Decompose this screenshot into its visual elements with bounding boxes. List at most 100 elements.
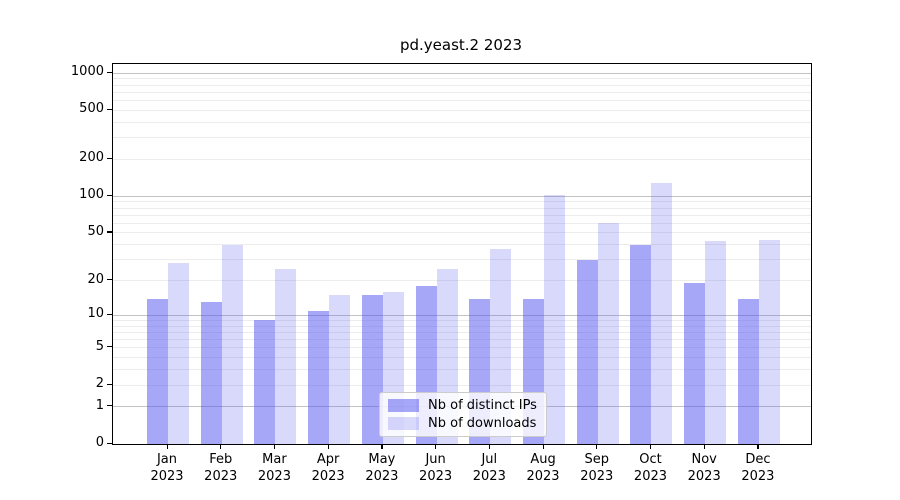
bar-downloads-feb bbox=[221, 244, 243, 444]
y-tick-label-200: 200 bbox=[79, 150, 104, 166]
y-tick-label-10: 10 bbox=[87, 306, 104, 322]
legend: Nb of distinct IPs Nb of downloads bbox=[379, 392, 547, 437]
x-tickmark-oct bbox=[649, 444, 652, 449]
x-tick-label-oct: Oct 2023 bbox=[633, 452, 668, 484]
x-tick-label-jul: Jul 2023 bbox=[472, 452, 506, 484]
y-tickmark-0 bbox=[107, 442, 112, 444]
gridline-minor-30 bbox=[113, 259, 811, 261]
x-tick-label-sep: Sep 2023 bbox=[580, 452, 614, 484]
y-tick-label-500: 500 bbox=[79, 101, 104, 117]
gridline-minor-8 bbox=[113, 325, 811, 327]
legend-item-distinct-ips: Nb of distinct IPs bbox=[388, 398, 537, 413]
x-tick-label-aug: Aug 2023 bbox=[526, 452, 560, 484]
x-tick-label-feb: Feb 2023 bbox=[204, 452, 238, 484]
y-tickmark-20 bbox=[107, 279, 112, 281]
bar-downloads-aug bbox=[544, 194, 566, 444]
legend-label-downloads: Nb of downloads bbox=[428, 416, 537, 431]
y-tickmark-1 bbox=[107, 405, 112, 407]
y-tick-label-50: 50 bbox=[87, 223, 104, 239]
y-tick-label-20: 20 bbox=[87, 271, 104, 287]
x-tickmark-feb bbox=[220, 444, 222, 449]
gridline-minor-600 bbox=[113, 99, 811, 101]
x-tick-label-jan: Jan 2023 bbox=[150, 452, 184, 484]
x-tickmark-may bbox=[381, 444, 383, 449]
gridline-minor-5 bbox=[113, 347, 811, 349]
bar-ips-mar bbox=[254, 320, 276, 444]
gridline-major-10 bbox=[113, 314, 811, 316]
legend-item-downloads: Nb of downloads bbox=[388, 416, 537, 431]
legend-swatch-distinct-ips bbox=[388, 399, 419, 412]
gridline-minor-70 bbox=[113, 214, 811, 216]
x-tickmark-mar bbox=[273, 444, 276, 449]
bar-downloads-sep bbox=[597, 223, 619, 444]
bar-ips-jan bbox=[147, 298, 168, 444]
bar-ips-sep bbox=[576, 259, 598, 444]
chart-title: pd.yeast.2 2023 bbox=[399, 36, 523, 54]
y-tickmark-100 bbox=[107, 194, 112, 196]
gridline-major-100 bbox=[113, 195, 811, 197]
gridline-minor-90 bbox=[113, 201, 811, 203]
gridline-minor-500 bbox=[113, 109, 811, 111]
plot-area bbox=[112, 63, 812, 445]
x-tick-label-apr: Apr 2023 bbox=[311, 452, 345, 484]
gridline-minor-60 bbox=[113, 222, 811, 224]
gridline-minor-9 bbox=[113, 319, 811, 321]
y-tickmark-500 bbox=[107, 108, 112, 110]
bar-downloads-dec bbox=[758, 239, 780, 444]
bar-downloads-nov bbox=[705, 240, 727, 444]
y-tickmark-50 bbox=[107, 231, 112, 233]
y-tickmark-10 bbox=[107, 313, 112, 315]
bar-downloads-mar bbox=[275, 269, 297, 444]
x-tickmark-jun bbox=[435, 444, 437, 449]
bar-ips-may bbox=[361, 295, 383, 444]
y-tick-label-1000: 1000 bbox=[70, 64, 104, 80]
y-tickmark-5 bbox=[107, 346, 112, 348]
y-tick-label-2: 2 bbox=[95, 376, 104, 391]
x-tick-label-dec: Dec 2023 bbox=[741, 452, 775, 484]
x-tickmark-dec bbox=[757, 444, 759, 449]
gridline-minor-40 bbox=[113, 244, 811, 246]
x-tickmark-sep bbox=[596, 444, 598, 449]
y-tick-label-5: 5 bbox=[95, 338, 104, 354]
legend-swatch-downloads bbox=[388, 417, 419, 430]
bar-ips-feb bbox=[200, 302, 222, 444]
y-tick-label-1: 1 bbox=[95, 397, 104, 413]
x-tickmark-jan bbox=[166, 444, 168, 449]
gridline-minor-50 bbox=[113, 232, 811, 234]
gridline-minor-6 bbox=[113, 339, 811, 341]
gridline-minor-2 bbox=[113, 384, 811, 386]
x-tick-label-nov: Nov 2023 bbox=[687, 452, 721, 484]
gridline-minor-20 bbox=[113, 280, 811, 282]
gridline-minor-7 bbox=[113, 331, 811, 333]
x-tickmark-jul bbox=[488, 444, 490, 449]
y-tickmark-1000 bbox=[107, 71, 112, 73]
x-tickmark-nov bbox=[703, 444, 705, 449]
bar-downloads-jan bbox=[168, 263, 189, 444]
bar-ips-nov bbox=[684, 283, 706, 444]
x-tick-label-mar: Mar 2023 bbox=[257, 452, 291, 484]
x-tick-label-may: May 2023 bbox=[365, 452, 399, 484]
bar-downloads-oct bbox=[651, 183, 673, 444]
x-tickmark-aug bbox=[542, 444, 544, 449]
gridline-minor-800 bbox=[113, 84, 811, 86]
gridline-major-1000 bbox=[113, 72, 811, 74]
gridline-minor-400 bbox=[113, 121, 811, 123]
gridline-minor-4 bbox=[113, 357, 811, 359]
gridline-minor-200 bbox=[113, 158, 811, 160]
gridline-minor-80 bbox=[113, 207, 811, 209]
x-tick-label-jun: Jun 2023 bbox=[419, 452, 453, 484]
y-tick-label-0: 0 bbox=[95, 435, 104, 450]
y-tickmark-2 bbox=[107, 383, 112, 385]
gridline-minor-3 bbox=[113, 369, 811, 371]
gridline-minor-300 bbox=[113, 137, 811, 139]
bar-ips-dec bbox=[737, 298, 759, 444]
legend-label-distinct-ips: Nb of distinct IPs bbox=[428, 398, 537, 413]
y-tickmark-200 bbox=[107, 157, 112, 159]
bar-ips-oct bbox=[630, 244, 652, 444]
x-tickmark-apr bbox=[327, 444, 329, 449]
y-tick-label-100: 100 bbox=[79, 187, 104, 203]
bar-downloads-apr bbox=[329, 295, 351, 444]
bar-ips-apr bbox=[308, 310, 330, 444]
gridline-minor-900 bbox=[113, 78, 811, 80]
